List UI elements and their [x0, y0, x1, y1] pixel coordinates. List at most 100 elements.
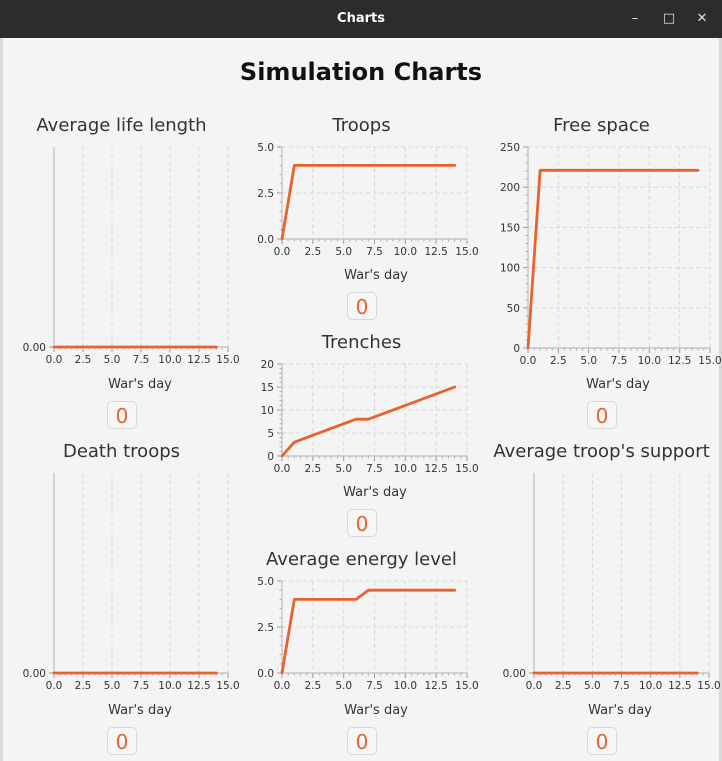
- xlabel-death-troops: War's day: [108, 703, 172, 718]
- x-tick-label: 0.0: [46, 680, 63, 692]
- x-tick-label: 10.0: [394, 680, 417, 692]
- value-badge-avg-support: 0: [587, 727, 617, 755]
- x-tick-label: 15.0: [697, 680, 720, 692]
- y-tick-label: 5: [267, 428, 274, 440]
- x-tick-label: 12.5: [424, 246, 447, 258]
- chart-title-death-troops: Death troops: [62, 441, 181, 462]
- y-tick-label: 5.0: [257, 142, 274, 154]
- value-badge-trenches: 0: [347, 509, 377, 537]
- minimize-button[interactable]: –: [631, 11, 639, 26]
- x-tick-label: 5.0: [104, 354, 121, 366]
- x-tick-label: 10.0: [394, 463, 417, 475]
- x-tick-label: 12.5: [668, 680, 691, 692]
- y-tick-label: 50: [507, 303, 520, 315]
- value-badge-troops: 0: [347, 292, 377, 320]
- chart-title-avg-energy: Average energy level: [266, 549, 457, 570]
- x-tick-label: 7.5: [366, 246, 383, 258]
- x-tick-label: 0.0: [274, 680, 291, 692]
- y-tick-label: 0: [513, 343, 520, 355]
- x-tick-label: 2.5: [555, 680, 572, 692]
- xlabel-avg-energy: War's day: [344, 703, 408, 718]
- x-tick-label: 2.5: [550, 355, 567, 367]
- value-badge-avg-life: 0: [107, 401, 137, 429]
- maximize-button[interactable]: □: [662, 11, 676, 26]
- x-tick-label: 2.5: [75, 354, 92, 366]
- y-tick-label: 0: [267, 451, 274, 463]
- x-tick-label: 10.0: [158, 680, 181, 692]
- x-tick-label: 2.5: [304, 463, 321, 475]
- x-tick-label: 5.0: [335, 463, 352, 475]
- y-tick-label: 2.5: [257, 622, 274, 634]
- x-tick-label: 0.0: [526, 680, 543, 692]
- x-tick-label: 15.0: [455, 463, 478, 475]
- value-badge-death-troops: 0: [107, 727, 137, 755]
- x-tick-label: 7.5: [366, 680, 383, 692]
- y-tick-label: 150: [500, 222, 520, 234]
- x-tick-label: 10.0: [639, 680, 662, 692]
- y-tick-label: 2.5: [257, 188, 274, 200]
- xlabel-avg-support: War's day: [588, 703, 652, 718]
- y-tick-label: 5.0: [257, 576, 274, 588]
- chart-title-troops: Troops: [332, 115, 391, 136]
- chart-title-avg-life: Average life length: [36, 115, 207, 136]
- xlabel-troops: War's day: [344, 268, 408, 283]
- y-tick-label: 0.00: [503, 668, 526, 680]
- xlabel-free-space: War's day: [586, 377, 650, 392]
- x-tick-label: 10.0: [158, 354, 181, 366]
- series-line-troops: [280, 163, 457, 241]
- x-tick-label: 7.5: [613, 680, 630, 692]
- series-line-free-space: [526, 168, 700, 350]
- x-tick-label: 0.0: [274, 246, 291, 258]
- page-title: Simulation Charts: [239, 58, 483, 86]
- series-line-trenches: [280, 385, 457, 458]
- window-right-edge: [719, 38, 722, 761]
- window-title: Charts: [337, 11, 385, 26]
- y-tick-label: 0.0: [257, 668, 274, 680]
- value-badge-free-space: 0: [587, 401, 617, 429]
- x-tick-label: 7.5: [366, 463, 383, 475]
- x-tick-label: 5.0: [335, 246, 352, 258]
- xlabel-avg-life: War's day: [108, 377, 172, 392]
- close-button[interactable]: ✕: [696, 11, 708, 26]
- x-tick-label: 2.5: [75, 680, 92, 692]
- series-line-avg-energy: [280, 588, 457, 675]
- xlabel-trenches: War's day: [343, 485, 407, 500]
- x-tick-label: 7.5: [611, 355, 628, 367]
- x-tick-label: 12.5: [424, 680, 447, 692]
- x-tick-label: 15.0: [455, 246, 478, 258]
- content-area: [3, 38, 719, 761]
- chart-title-free-space: Free space: [553, 115, 650, 136]
- y-tick-label: 0.0: [257, 234, 274, 246]
- x-tick-label: 12.5: [187, 354, 210, 366]
- value-badge-avg-energy: 0: [347, 727, 377, 755]
- x-tick-label: 5.0: [104, 680, 121, 692]
- chart-title-trenches: Trenches: [321, 332, 402, 353]
- x-tick-label: 12.5: [424, 463, 447, 475]
- window-titlebar: Charts – □ ✕: [0, 0, 722, 38]
- x-tick-label: 5.0: [580, 355, 597, 367]
- x-tick-label: 2.5: [304, 680, 321, 692]
- window-left-edge: [0, 38, 3, 761]
- x-tick-label: 15.0: [216, 354, 239, 366]
- x-tick-label: 15.0: [455, 680, 478, 692]
- y-tick-label: 250: [500, 142, 520, 154]
- y-tick-label: 15: [261, 382, 274, 394]
- x-tick-label: 5.0: [335, 680, 352, 692]
- x-tick-label: 2.5: [304, 246, 321, 258]
- y-tick-label: 20: [261, 359, 274, 371]
- y-tick-label: 10: [261, 405, 274, 417]
- x-tick-label: 10.0: [394, 246, 417, 258]
- x-tick-label: 0.0: [46, 354, 63, 366]
- x-tick-label: 10.0: [638, 355, 661, 367]
- y-tick-label: 200: [500, 182, 520, 194]
- x-tick-label: 7.5: [133, 680, 150, 692]
- x-tick-label: 0.0: [520, 355, 537, 367]
- x-tick-label: 12.5: [668, 355, 691, 367]
- y-tick-label: 100: [500, 263, 520, 275]
- x-tick-label: 15.0: [216, 680, 239, 692]
- x-tick-label: 7.5: [133, 354, 150, 366]
- y-tick-label: 0.00: [23, 668, 46, 680]
- x-tick-label: 12.5: [187, 680, 210, 692]
- x-tick-label: 15.0: [698, 355, 721, 367]
